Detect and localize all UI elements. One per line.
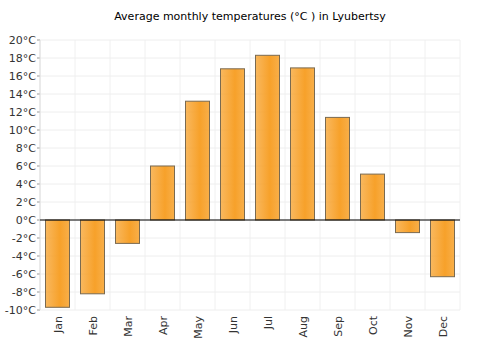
bar	[116, 220, 140, 243]
grid-line-x	[425, 40, 426, 310]
y-tick-label: 8°C	[16, 142, 36, 155]
y-tick-label: 14°C	[9, 88, 36, 101]
bar	[431, 220, 455, 277]
y-tick-label: 18°C	[9, 52, 36, 65]
y-tick-label: -2°C	[12, 232, 36, 245]
grid-line-y	[40, 166, 460, 167]
x-tick-label: Nov	[402, 316, 415, 338]
y-tick-label: -8°C	[12, 286, 36, 299]
grid-line-x	[250, 40, 251, 310]
y-axis-line	[40, 40, 41, 310]
y-tick-label: -6°C	[12, 268, 36, 281]
bar	[151, 166, 175, 220]
bar	[186, 101, 210, 220]
y-tick-label: 6°C	[16, 160, 36, 173]
y-tick-label: 4°C	[16, 178, 36, 191]
grid-line-y	[40, 76, 460, 77]
grid-line-y	[40, 112, 460, 113]
grid-line-x	[390, 40, 391, 310]
grid-line-x	[215, 40, 216, 310]
x-tick-label: Dec	[437, 316, 450, 337]
x-tick-label: Mar	[122, 316, 135, 337]
grid-line-x	[355, 40, 356, 310]
zero-line	[40, 220, 460, 221]
bar	[46, 220, 70, 307]
bars	[46, 55, 455, 307]
grid-line-y	[40, 130, 460, 131]
bar	[291, 68, 315, 220]
y-tick-label: 10°C	[9, 124, 36, 137]
x-tick-label: May	[192, 316, 205, 339]
bar	[361, 174, 385, 220]
grid-line-x	[180, 40, 181, 310]
grid-line-y	[40, 94, 460, 95]
grid-line-y	[40, 184, 460, 185]
bar	[256, 55, 280, 220]
x-tick-label: Jul	[262, 316, 275, 330]
title: Average monthly temperatures (°C ) in Ly…	[114, 10, 386, 23]
chart: Average monthly temperatures (°C ) in Ly…	[0, 0, 500, 350]
grid-line-y	[40, 220, 460, 221]
grid-line-y	[40, 310, 460, 311]
bar	[221, 69, 245, 220]
x-tick-label: Feb	[87, 316, 100, 335]
grid-line-x	[40, 40, 41, 310]
bar	[326, 117, 350, 220]
x-tick-label: Jan	[52, 316, 65, 334]
x-tick-label: Jun	[227, 316, 240, 334]
grid-line-y	[40, 202, 460, 203]
y-tick-label: 16°C	[9, 70, 36, 83]
grid-line-y	[40, 148, 460, 149]
y-tick-label: -10°C	[5, 304, 36, 317]
grid-line-x	[145, 40, 146, 310]
grid-line-x	[460, 40, 461, 310]
y-tick-label: -4°C	[12, 250, 36, 263]
x-tick-label: Sep	[332, 316, 345, 337]
grid-line-x	[285, 40, 286, 310]
bar	[396, 220, 420, 233]
grid-line-y	[40, 58, 460, 59]
x-tick-label: Oct	[367, 315, 380, 335]
y-tick-label: 0°C	[16, 214, 36, 227]
x-tick-label: Aug	[297, 316, 310, 337]
grid-line-x	[110, 40, 111, 310]
x-tick-label: Apr	[157, 316, 170, 336]
y-tick-label: 20°C	[9, 34, 36, 47]
grid-line-y	[40, 40, 460, 41]
bar	[81, 220, 105, 294]
y-tick-label: 12°C	[9, 106, 36, 119]
y-tick-label: 2°C	[16, 196, 36, 209]
grid-line-x	[75, 40, 76, 310]
grid-line-x	[320, 40, 321, 310]
